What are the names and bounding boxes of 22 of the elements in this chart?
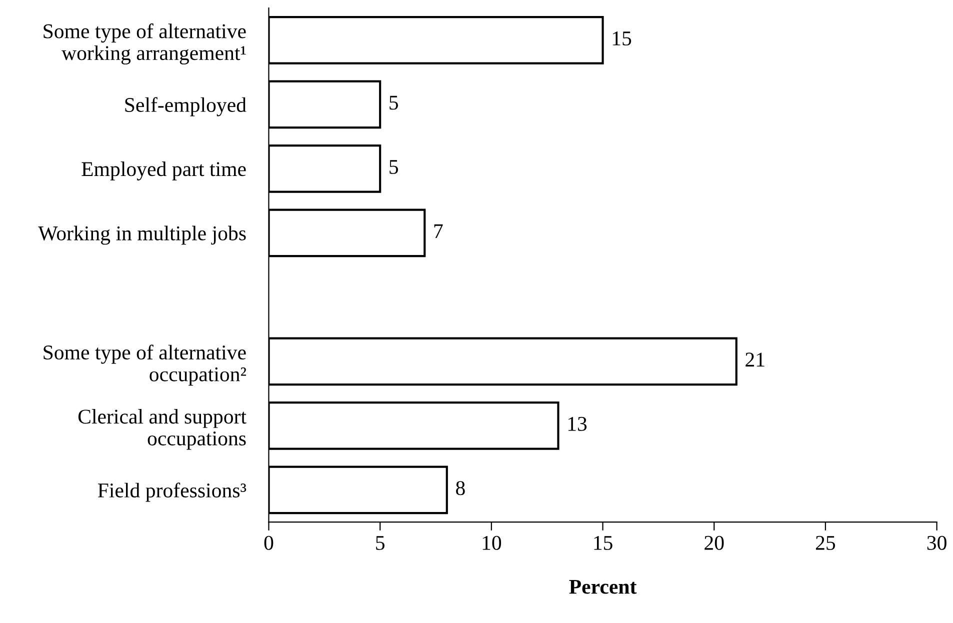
x-tick-label: 30 (927, 536, 946, 550)
y-tick-label: Some type of alternative occupation² (44, 344, 246, 386)
data-label: 21 (746, 352, 764, 366)
data-label: 8 (456, 481, 465, 496)
x-tick-label: 15 (594, 536, 612, 550)
x-tick-label: 10 (482, 536, 502, 550)
data-label: 5 (390, 160, 398, 174)
x-tick-label: 25 (816, 536, 836, 550)
data-label: 5 (390, 96, 398, 110)
data-label: 13 (568, 416, 587, 431)
y-tick-label: Working in multiple jobs (38, 226, 246, 245)
data-label: 7 (434, 224, 443, 238)
y-tick-label: Field professions³ (98, 482, 246, 502)
y-tick-label: Self-employed (125, 97, 246, 116)
y-tick-label: Employed part time (82, 161, 246, 180)
x-tick-label: 0 (264, 536, 274, 550)
x-axis-title: Percent (569, 580, 637, 594)
y-tick-label: Some type of alternative working arrangement¹ (44, 23, 246, 64)
x-tick-label: 20 (704, 536, 724, 550)
data-label: 15 (612, 31, 632, 46)
x-tick-label: 5 (376, 536, 384, 550)
y-tick-label: Clerical and support occupations (78, 409, 246, 450)
